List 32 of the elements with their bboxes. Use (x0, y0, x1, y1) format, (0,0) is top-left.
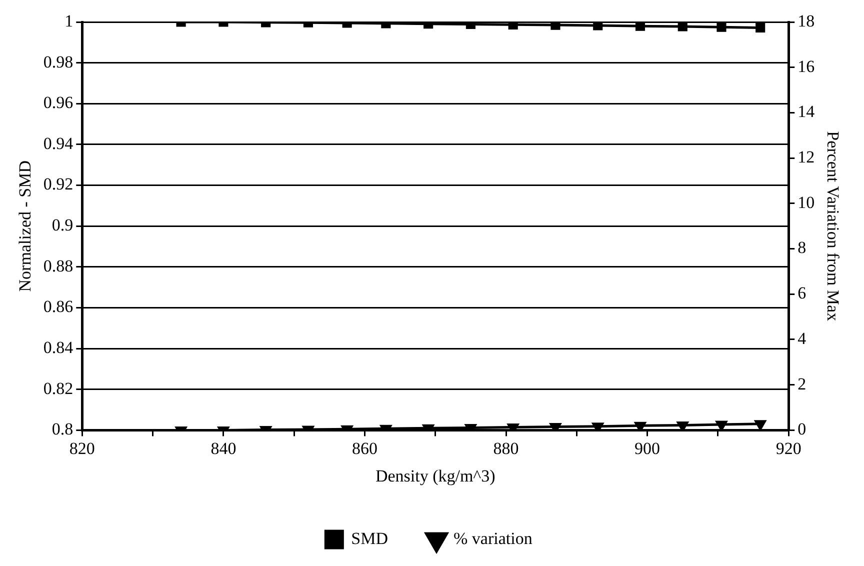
y-tick-label: 0.94 (43, 134, 74, 153)
y-tick-label: 0.86 (43, 297, 74, 316)
y2-tick-label: 10 (798, 192, 815, 212)
y-tick-label: 0.96 (43, 93, 74, 112)
y2-tick-label: 14 (798, 102, 816, 122)
y2-tick-label: 0 (798, 420, 806, 439)
y2-tick-label: 18 (798, 11, 815, 30)
y-tick-label: 0.84 (43, 338, 74, 358)
y-tick-label: 0.92 (43, 174, 74, 194)
x-tick-label: 920 (776, 438, 802, 458)
legend-label: SMD (351, 528, 388, 548)
y2-axis-title: Percent Variation from Max (823, 131, 842, 322)
y2-tick-label: 2 (798, 374, 806, 394)
y-tick-label: 0.8 (52, 420, 74, 439)
y2-tick-label: 8 (798, 238, 806, 258)
y-tick-label: 0.88 (43, 256, 74, 276)
y2-tick-label: 16 (798, 56, 815, 76)
legend-label: % variation (454, 528, 533, 548)
y-tick-label: 1 (64, 11, 74, 30)
y-axis-title: Normalized - SMD (16, 160, 35, 292)
x-axis-title: Density (kg/m^3) (375, 466, 496, 486)
x-tick-label: 880 (493, 438, 519, 458)
x-tick-label: 820 (69, 438, 95, 458)
x-tick-label: 900 (634, 438, 660, 458)
x-tick-label: 860 (352, 438, 378, 458)
x-tick-label: 840 (210, 438, 236, 458)
y2-tick-label: 4 (798, 328, 807, 348)
y2-tick-label: 6 (798, 284, 806, 303)
y-tick-label: 0.98 (43, 52, 74, 72)
y-tick-label: 0.82 (43, 378, 74, 398)
y-tick-label: 0.9 (52, 216, 74, 235)
y2-tick-label: 12 (798, 148, 815, 167)
